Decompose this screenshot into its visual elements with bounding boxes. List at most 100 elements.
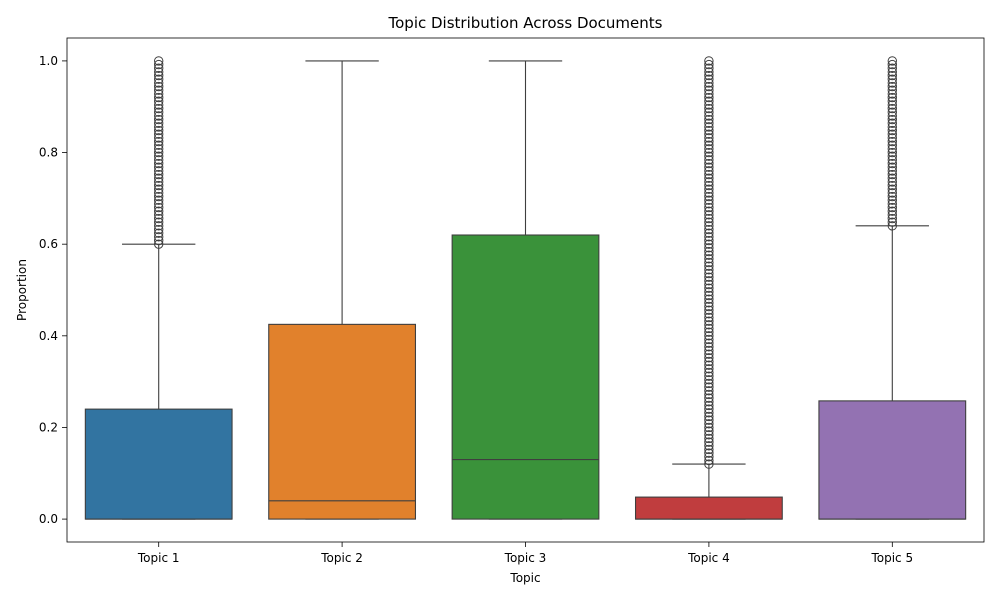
outlier-point <box>154 191 164 202</box>
outlier-point <box>154 81 164 92</box>
outlier-point <box>704 364 714 374</box>
outlier-point <box>704 173 714 183</box>
outlier-point <box>887 59 897 70</box>
outlier-point <box>704 107 714 117</box>
outlier-point <box>154 129 164 139</box>
outlier-point <box>154 103 164 114</box>
outlier-point <box>704 411 714 422</box>
outlier-point <box>704 261 714 271</box>
outlier-point <box>704 430 714 440</box>
outlier-point <box>704 92 714 103</box>
outlier-point <box>704 254 714 264</box>
outlier-point <box>154 232 164 242</box>
outlier-point <box>704 356 714 367</box>
outlier-point <box>704 169 714 180</box>
outlier-point <box>704 96 714 106</box>
outlier-point <box>154 158 164 169</box>
outlier-point <box>704 184 714 194</box>
y-tick-label: 0.0 <box>39 512 58 526</box>
outlier-point <box>887 103 897 114</box>
outlier-point <box>704 250 714 260</box>
outlier-point <box>154 228 164 238</box>
outlier-point <box>704 188 714 198</box>
outlier-point <box>887 89 897 99</box>
outlier-point <box>704 287 714 297</box>
y-axis-label: Proportion <box>15 259 29 321</box>
outlier-point <box>704 422 714 433</box>
outlier-point <box>887 67 897 77</box>
outlier-point <box>887 210 897 220</box>
outlier-point <box>704 228 714 238</box>
outlier-point <box>704 210 714 220</box>
outlier-point <box>704 191 714 202</box>
outlier-point <box>154 180 164 191</box>
outlier-point <box>154 184 164 194</box>
outlier-point <box>704 323 714 334</box>
outlier-point <box>887 122 897 132</box>
outlier-point <box>154 136 164 147</box>
outlier-point <box>154 147 164 158</box>
outlier-point <box>704 316 714 326</box>
outlier-point <box>704 455 714 466</box>
outlier-point <box>704 195 714 205</box>
outlier-point <box>704 125 714 136</box>
outlier-point <box>704 118 714 128</box>
outlier-point <box>704 367 714 378</box>
outlier-point <box>887 158 897 169</box>
outlier-point <box>704 202 714 213</box>
outlier-point <box>154 210 164 220</box>
outlier-point <box>887 184 897 194</box>
outlier-point <box>704 177 714 187</box>
outlier-point <box>704 279 714 290</box>
outlier-point <box>704 408 714 418</box>
outlier-point <box>704 312 714 323</box>
outlier-point <box>154 140 164 150</box>
outlier-point <box>154 59 164 70</box>
outlier-point <box>704 89 714 99</box>
outlier-point <box>704 437 714 447</box>
outlier-point <box>887 125 897 136</box>
outlier-point <box>704 331 714 341</box>
outlier-point <box>154 107 164 117</box>
outlier-point <box>704 452 714 462</box>
y-tick-label: 0.6 <box>39 237 58 251</box>
outlier-point <box>704 151 714 161</box>
outlier-point <box>154 213 164 224</box>
outlier-point <box>887 118 897 128</box>
outlier-point <box>154 56 164 66</box>
outlier-point <box>704 400 714 411</box>
outlier-point <box>887 151 897 161</box>
outlier-point <box>704 243 714 253</box>
outlier-point <box>704 206 714 216</box>
outlier-point <box>704 56 714 66</box>
outlier-point <box>704 224 714 235</box>
outlier-point <box>704 459 714 469</box>
outlier-point <box>887 107 897 117</box>
chart-title: Topic Distribution Across Documents <box>388 14 663 32</box>
outlier-point <box>887 144 897 154</box>
outlier-point <box>887 202 897 213</box>
outlier-point <box>704 180 714 191</box>
outlier-point <box>887 140 897 150</box>
outlier-point <box>704 78 714 88</box>
outlier-point <box>887 129 897 139</box>
outlier-point <box>887 136 897 147</box>
outlier-point <box>154 202 164 213</box>
outlier-point <box>704 85 714 95</box>
outlier-point <box>704 221 714 231</box>
outlier-point <box>704 74 714 84</box>
outlier-point <box>887 166 897 176</box>
outlier-point <box>887 180 897 191</box>
outlier-point <box>887 78 897 88</box>
outlier-point <box>704 283 714 293</box>
outlier-point <box>887 155 897 165</box>
outlier-point <box>704 155 714 165</box>
outlier-point <box>154 92 164 103</box>
outlier-point <box>704 327 714 337</box>
box-1 <box>84 408 233 520</box>
outlier-point <box>887 96 897 106</box>
outlier-point <box>704 272 714 282</box>
outlier-point <box>154 67 164 77</box>
outlier-point <box>704 133 714 143</box>
